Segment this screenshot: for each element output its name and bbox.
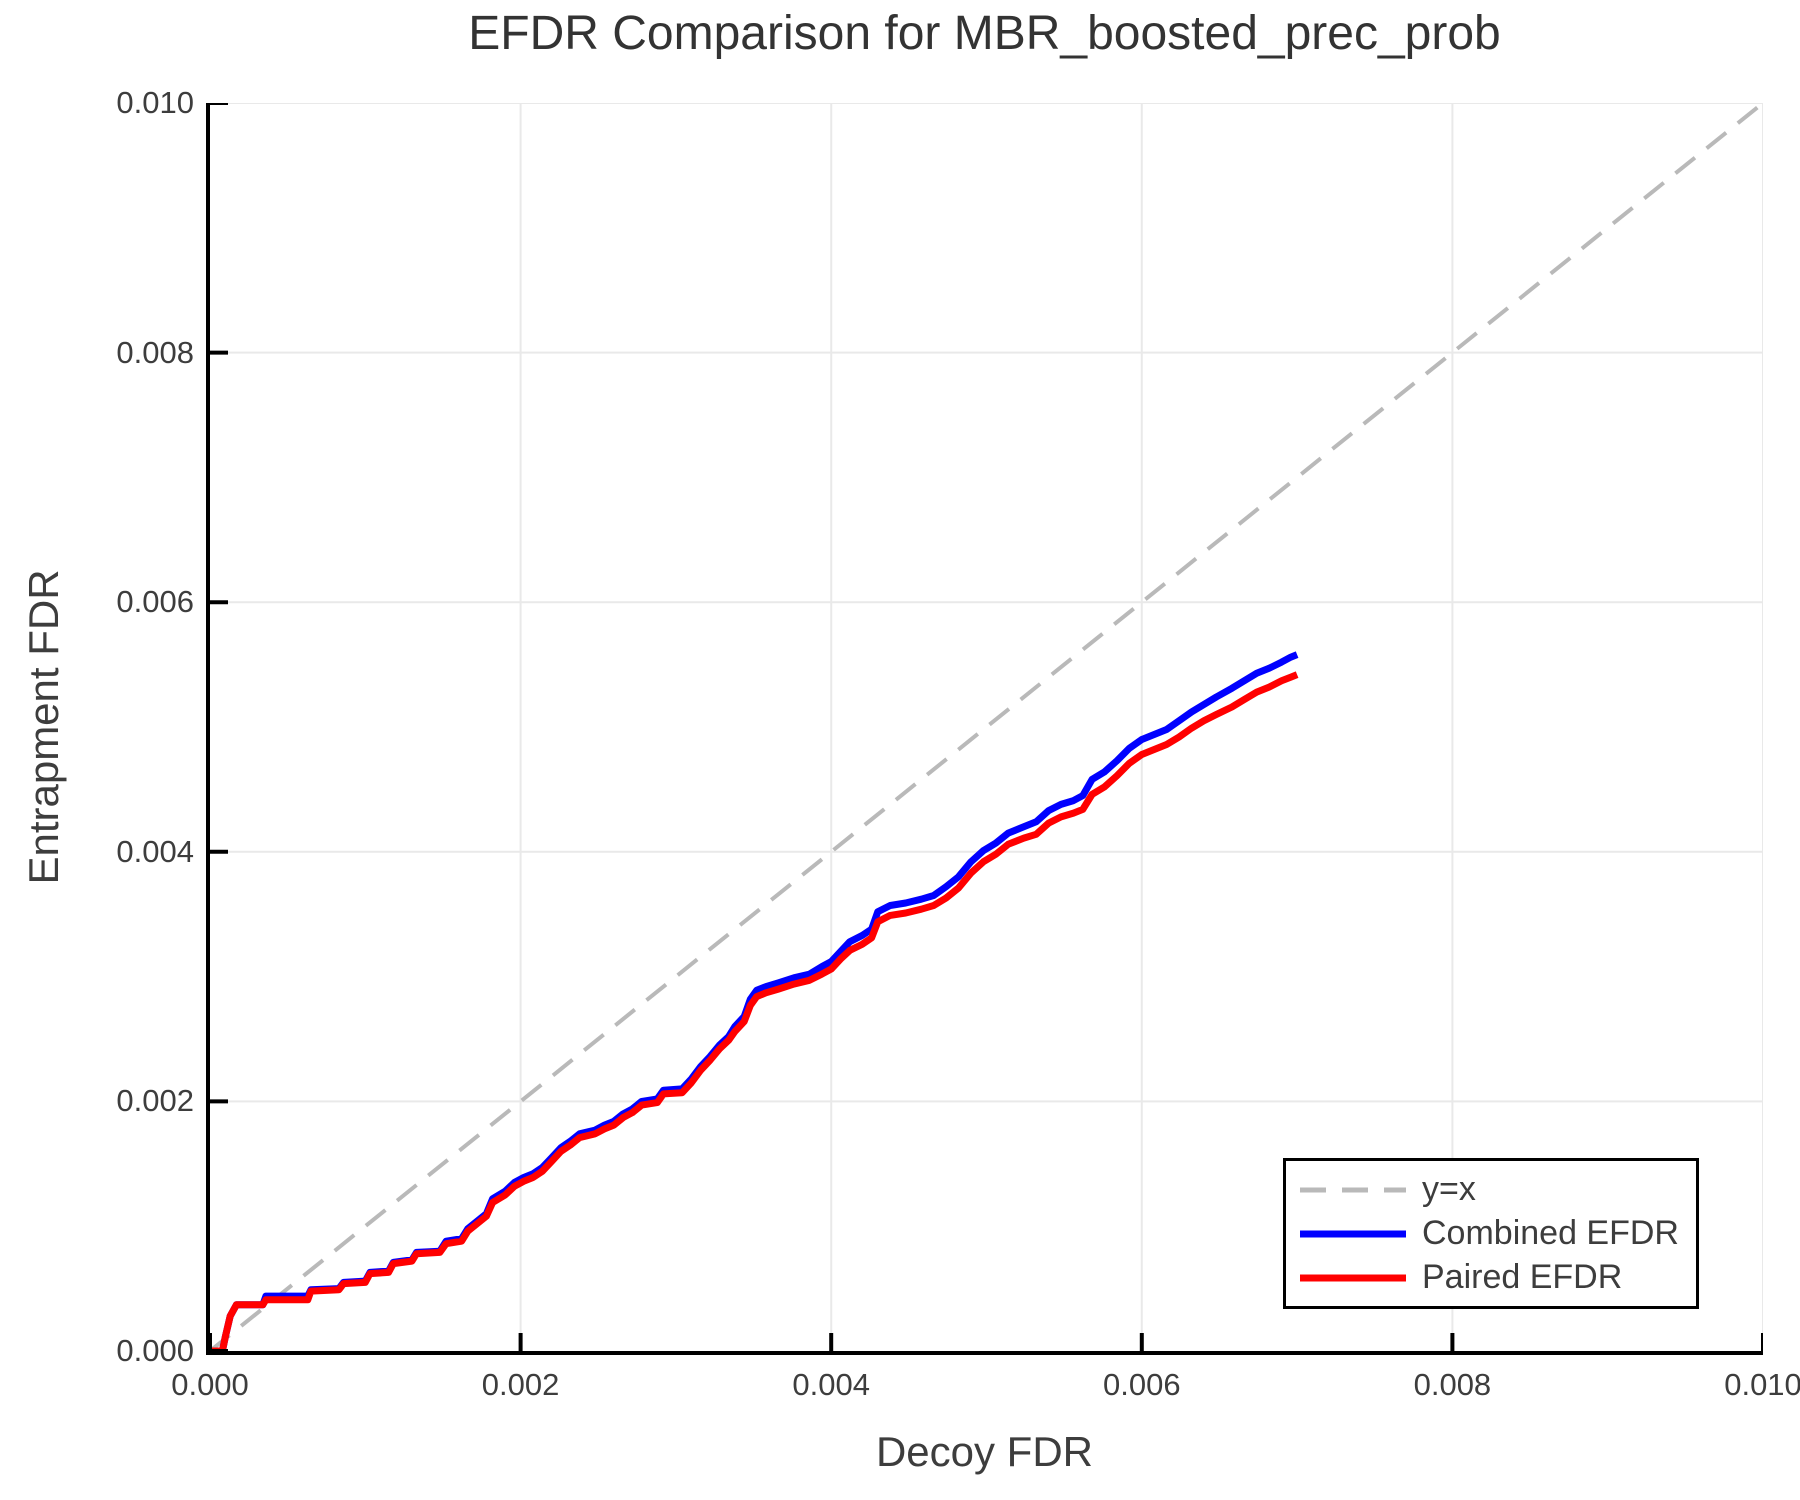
legend: y=x Combined EFDR Paired EFDR (1283, 1158, 1699, 1309)
legend-entry: Combined EFDR (1300, 1212, 1686, 1256)
legend-line-sample (1300, 1274, 1406, 1281)
x-tick-label: 0.000 (171, 1367, 249, 1402)
y-tick-label: 0.004 (116, 833, 194, 869)
legend-entry: Paired EFDR (1300, 1256, 1686, 1300)
legend-label: Paired EFDR (1422, 1258, 1623, 1296)
plot-canvas (210, 103, 1763, 1351)
y-tick-label: 0.006 (116, 584, 194, 620)
legend-line-sample (1300, 1187, 1406, 1192)
plot-area: 0.000 0.002 0.004 0.006 0.008 0.010 0.000 0.00… (116, 85, 1800, 1402)
x-axis-label: Decoy FDR (875, 1428, 1094, 1475)
chart-title: EFDR Comparison for MBR_boosted_prec_pro… (468, 7, 1501, 60)
y-tick-label: 0.000 (116, 1333, 194, 1368)
x-tick-label: 0.006 (1103, 1367, 1181, 1402)
x-tick-label: 0.008 (1413, 1367, 1492, 1402)
y-tick-labels: 0.000 0.002 0.004 0.006 0.008 0.010 (54, 85, 194, 1368)
legend-entry: y=x (1300, 1168, 1686, 1212)
legend-line-sample (1300, 1230, 1406, 1237)
x-tick-label: 0.004 (792, 1367, 870, 1402)
y-tick-label: 0.010 (116, 85, 194, 120)
y-tick-label: 0.008 (116, 334, 194, 370)
series-line-paired-efdr (210, 671, 1299, 1351)
x-tick-labels: 0.000 0.002 0.004 0.006 0.008 0.010 (171, 1351, 1800, 1421)
diagonal-reference-line (210, 103, 1763, 1351)
legend-label: Combined EFDR (1422, 1214, 1679, 1252)
legend-label: y=x (1422, 1170, 1476, 1208)
y-tick-label: 0.002 (116, 1083, 194, 1119)
x-tick-label: 0.002 (481, 1367, 560, 1402)
x-tick-label: 0.010 (1724, 1367, 1800, 1402)
